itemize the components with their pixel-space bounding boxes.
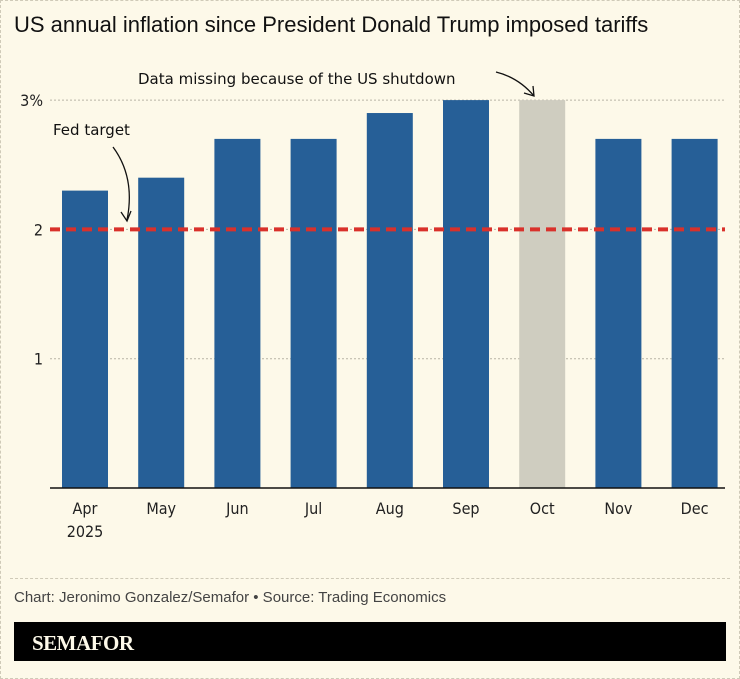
fed-target-label: Fed target	[53, 121, 130, 139]
semafor-logo: SEMAFOR	[32, 631, 134, 655]
bar-dec	[671, 138, 718, 488]
x-tick-label: Dec	[681, 499, 709, 518]
y-tick-label: 3%	[20, 91, 43, 110]
bar-jul	[290, 138, 337, 488]
x-tick-label: Aug	[376, 499, 404, 518]
bar-sep	[443, 100, 489, 488]
footer-divider	[10, 578, 730, 579]
missing-data-annotation: Data missing because of the US shutdown	[138, 70, 456, 88]
bar-may	[138, 177, 185, 488]
x-tick-label: May	[146, 499, 176, 518]
y-tick-label: 1	[34, 350, 43, 369]
x-tick-label: Jul	[304, 499, 322, 518]
x-tick-sublabel: 2025	[67, 522, 104, 541]
bar-aug	[366, 113, 413, 488]
fed-target-arrowhead	[120, 210, 132, 223]
x-tick-label: Sep	[452, 499, 479, 518]
x-tick-label: Oct	[530, 499, 555, 518]
bar-oct	[519, 100, 566, 488]
bar-jun	[214, 138, 261, 488]
missing-data-arrowhead	[523, 85, 535, 97]
bar-nov	[595, 138, 642, 488]
x-tick-label: Apr	[73, 499, 98, 518]
y-tick-label: 2	[34, 220, 43, 239]
chart-title: US annual inflation since President Dona…	[14, 12, 649, 37]
chart-credit: Chart: Jeronimo Gonzalez/Semafor • Sourc…	[14, 589, 447, 606]
fed-target-arrow	[112, 146, 131, 221]
footer-bar: SEMAFOR	[14, 622, 726, 661]
bar-apr	[62, 190, 108, 489]
missing-data-arrow	[495, 71, 535, 97]
x-tick-label: Nov	[604, 499, 633, 518]
x-tick-label: Jun	[225, 499, 249, 518]
